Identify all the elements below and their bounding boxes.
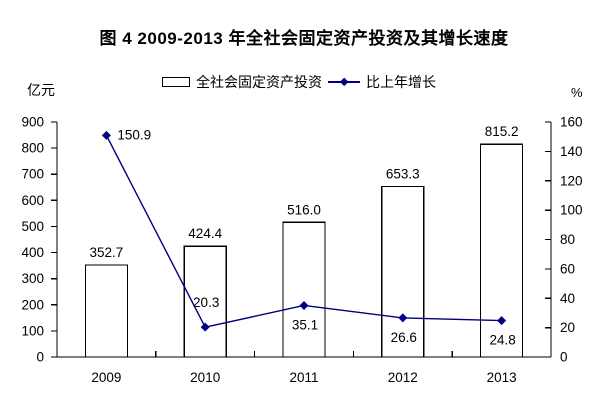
bar-2012 — [381, 185, 425, 358]
left-axis-tick-label: 0 — [36, 350, 44, 365]
right-axis-tick-label: 140 — [560, 144, 583, 159]
legend-line-swatch — [328, 77, 360, 87]
line-value-label-2009: 150.9 — [117, 127, 151, 142]
left-axis-tick-label: 900 — [21, 115, 44, 130]
left-axis-tick-label: 500 — [21, 219, 44, 234]
bar-value-label-2011: 516.0 — [287, 202, 321, 217]
left-axis-tick-label: 800 — [21, 141, 44, 156]
bar-value-label-2013: 815.2 — [485, 124, 519, 139]
left-axis-tick-label: 700 — [21, 167, 44, 182]
line-marker-2013 — [497, 316, 507, 326]
legend-bar-swatch — [162, 77, 190, 87]
line-marker-2011 — [299, 300, 309, 310]
bar-2010 — [183, 245, 227, 358]
x-axis-label-2010: 2010 — [190, 370, 220, 385]
line-value-label-2010: 20.3 — [193, 295, 219, 310]
right-axis-tick-label: 120 — [560, 173, 583, 188]
right-axis-tick-label: 100 — [560, 203, 583, 218]
chart-title: 图 4 2009-2013 年全社会固定资产投资及其增长速度 — [99, 29, 509, 48]
bar-2009 — [84, 264, 129, 358]
left-axis-tick-label: 400 — [21, 245, 44, 260]
right-axis-tick-label: 0 — [560, 350, 568, 365]
right-axis-unit-label: % — [571, 85, 583, 100]
line-marker-2012 — [398, 313, 408, 323]
bar-value-label-2010: 424.4 — [188, 226, 222, 241]
right-axis-tick-label: 20 — [560, 320, 575, 335]
line-value-label-2012: 26.6 — [391, 330, 417, 345]
legend-line-label: 比上年增长 — [366, 74, 436, 90]
left-axis-unit-label: 亿元 — [27, 82, 55, 98]
x-axis-label-2011: 2011 — [289, 370, 318, 385]
line-value-label-2011: 35.1 — [292, 317, 318, 332]
left-axis-tick-label: 300 — [21, 271, 44, 286]
left-axis-tick-label: 200 — [21, 297, 44, 312]
left-axis-tick-label: 100 — [21, 323, 44, 338]
left-axis-tick-label: 600 — [21, 193, 44, 208]
line-value-label-2013: 24.8 — [489, 333, 515, 348]
right-axis-tick-label: 160 — [560, 115, 583, 130]
legend-bar-label: 全社会固定资产投资 — [196, 74, 322, 90]
x-axis-label-2013: 2013 — [487, 370, 517, 385]
bar-value-label-2009: 352.7 — [90, 245, 124, 260]
legend: 全社会固定资产投资 比上年增长 — [162, 73, 436, 91]
right-axis-tick-label: 40 — [560, 291, 575, 306]
right-axis-tick-label: 60 — [560, 261, 575, 276]
bar-value-label-2012: 653.3 — [386, 166, 420, 181]
line-marker-2009 — [101, 130, 111, 140]
x-axis-label-2009: 2009 — [91, 370, 121, 385]
x-axis-label-2012: 2012 — [388, 370, 418, 385]
line-marker-2010 — [200, 322, 210, 332]
right-axis-tick-label: 80 — [560, 232, 575, 247]
bar-2011 — [282, 221, 326, 358]
